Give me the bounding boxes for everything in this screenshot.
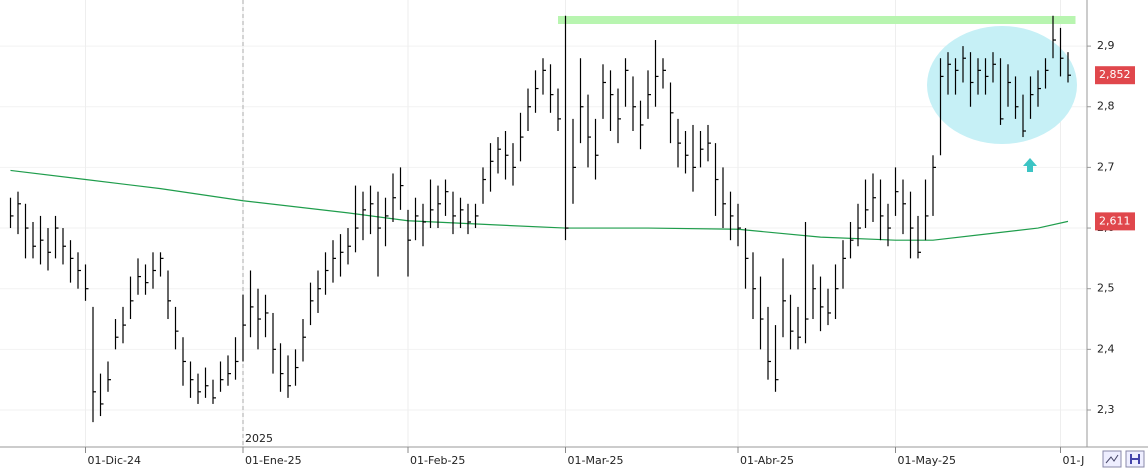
x-tick-label: 01-Ene-25	[245, 454, 302, 467]
tool-icon	[1130, 454, 1140, 464]
x-tick-label: 01-May-25	[898, 454, 956, 467]
highlight-ellipse	[927, 26, 1077, 144]
price-label-box	[1095, 212, 1135, 231]
x-tick-label: 01-J	[1063, 454, 1085, 467]
y-tick-label: 2,3	[1097, 403, 1115, 416]
y-tick-label: 2,4	[1097, 342, 1115, 355]
y-tick-label: 2,8	[1097, 100, 1115, 113]
price-label: 2,852	[1099, 68, 1131, 81]
y-tick-label: 2,9	[1097, 39, 1115, 52]
x-tick-label: 01-Feb-25	[410, 454, 465, 467]
year-label: 2025	[245, 432, 273, 445]
moving-average	[10, 169, 1069, 241]
y-tick-label: 2,5	[1097, 282, 1115, 295]
y-tick-label: 2,7	[1097, 160, 1115, 173]
arrow-up	[1023, 158, 1037, 172]
x-tick-label: 01-Dic-24	[88, 454, 142, 467]
price-label-box	[1095, 66, 1135, 85]
tool-icon	[1105, 454, 1119, 464]
x-tick-label: 01-Mar-25	[568, 454, 624, 467]
x-tick-label: 01-Abr-25	[740, 454, 794, 467]
price-label: 2,611	[1099, 214, 1131, 227]
